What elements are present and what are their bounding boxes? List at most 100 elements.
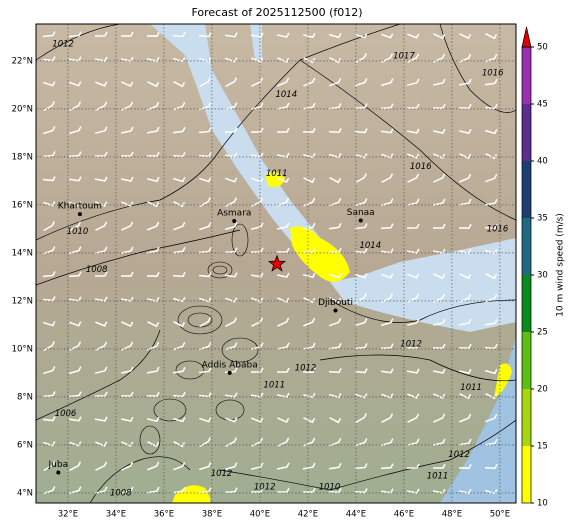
barb	[458, 463, 472, 469]
colorbar-segment	[522, 446, 531, 503]
barb	[303, 317, 316, 327]
barb	[250, 102, 264, 110]
barb	[484, 369, 498, 375]
colorbar-tick-label: 25	[537, 328, 548, 338]
barb	[407, 33, 420, 39]
barb	[484, 249, 498, 255]
barb	[355, 78, 368, 87]
barb	[355, 153, 368, 159]
colorbar-tick-label: 50	[537, 43, 548, 53]
barb	[459, 273, 472, 280]
barb	[277, 127, 290, 133]
barb	[146, 246, 160, 254]
barb	[277, 77, 290, 87]
barb	[303, 297, 316, 304]
barb	[276, 32, 290, 38]
barb	[69, 341, 82, 352]
barb	[225, 57, 238, 63]
barb	[94, 246, 108, 254]
y-tick-label: 4°N	[17, 488, 33, 498]
barb	[433, 173, 446, 183]
barb	[172, 177, 186, 183]
barb	[329, 77, 342, 87]
barb	[147, 321, 160, 328]
barb	[380, 368, 394, 374]
barb	[198, 487, 212, 494]
indian-ocean	[440, 335, 516, 503]
barb	[94, 366, 108, 374]
city-label: Asmara	[217, 209, 251, 219]
barb	[276, 102, 290, 110]
barb	[224, 32, 238, 38]
barb	[380, 128, 394, 134]
barb	[68, 486, 82, 495]
barb	[251, 417, 264, 423]
barb	[199, 462, 212, 471]
barb	[147, 201, 160, 208]
barb	[68, 31, 82, 38]
isobar-label: 1016	[482, 68, 504, 78]
isobar-label: 1012	[448, 450, 470, 460]
barb	[146, 31, 160, 37]
barb	[328, 222, 342, 230]
barb	[484, 198, 498, 206]
barb	[251, 57, 264, 63]
barb	[433, 273, 446, 280]
barb	[303, 57, 316, 64]
colorbar-segment	[522, 47, 531, 104]
barb	[120, 486, 134, 494]
barb	[250, 222, 264, 230]
barb	[406, 78, 420, 86]
city-label: Sanaa	[347, 208, 375, 218]
colorbar-tick-label: 45	[537, 100, 548, 110]
barb	[224, 247, 238, 254]
barb	[458, 198, 472, 206]
barb	[277, 297, 290, 304]
barb	[120, 176, 134, 182]
barb	[328, 342, 342, 350]
barb	[433, 153, 446, 160]
barb	[172, 32, 186, 38]
barb	[43, 221, 56, 232]
barb	[95, 201, 108, 207]
barb	[224, 462, 238, 471]
barb	[302, 222, 316, 230]
barb	[302, 102, 316, 110]
map-area: 1012 1017 1016 1014 1011 1016 1010 1008 1016 1014…	[36, 24, 516, 503]
barb	[484, 464, 498, 470]
y-tick-label: 16°N	[12, 200, 33, 210]
barb	[355, 438, 368, 447]
barb	[485, 53, 498, 63]
barb	[381, 413, 394, 424]
barb	[458, 103, 472, 109]
barb	[329, 416, 342, 424]
barb	[328, 248, 342, 254]
barb	[42, 151, 56, 158]
barb	[329, 296, 342, 304]
barb	[329, 197, 342, 207]
barb	[458, 223, 472, 229]
barb	[43, 201, 56, 207]
barb	[329, 176, 342, 184]
isobar-label: 1011	[263, 380, 285, 390]
barb	[277, 57, 290, 64]
barb	[146, 391, 160, 397]
barb	[250, 342, 264, 350]
city-dot	[333, 308, 338, 313]
barb	[69, 441, 82, 447]
barb	[120, 416, 134, 422]
barb	[199, 177, 212, 183]
barb	[198, 367, 212, 374]
barb	[328, 462, 342, 470]
colorbar: 10 15 20 25 30 35 40 45 50	[521, 26, 548, 509]
barb	[302, 127, 316, 133]
barb	[120, 126, 134, 134]
y-tick-label: 22°N	[12, 56, 33, 66]
barb	[277, 437, 290, 447]
barb	[146, 151, 160, 157]
isobar-label: 1012	[400, 340, 422, 350]
barb	[251, 177, 264, 183]
barb	[407, 153, 420, 159]
axis-labels: 32°E 34°E 36°E 38°E 40°E 42°E 44°E 46°E 48°E 50°E…	[12, 56, 511, 519]
barb	[121, 221, 134, 231]
